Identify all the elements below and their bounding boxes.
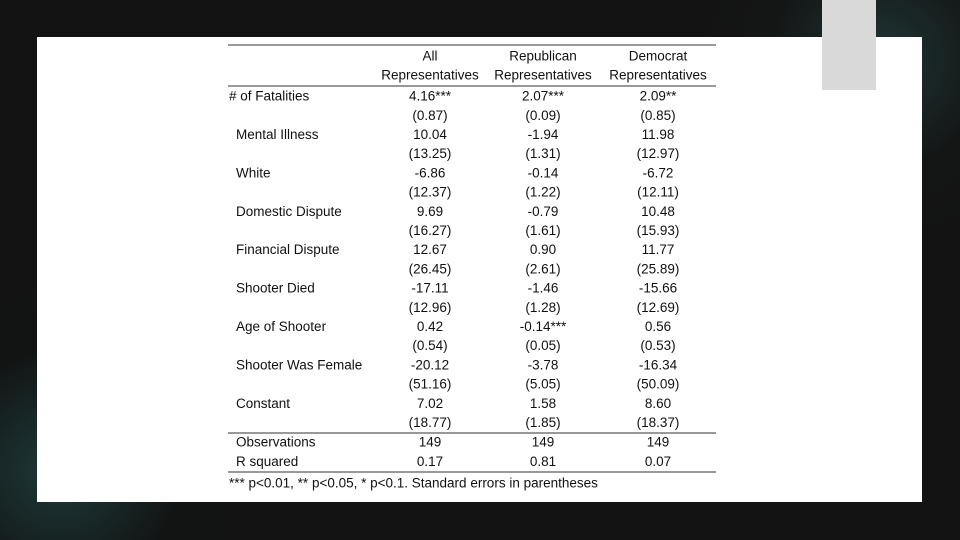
coefficient: 9.69 — [417, 204, 443, 219]
coefficient: -20.12 — [411, 357, 449, 372]
coefficient: -16.34 — [639, 357, 678, 372]
standard-error: (1.61) — [525, 223, 560, 238]
coefficient: -15.66 — [639, 281, 677, 296]
coefficient: 0.56 — [645, 319, 671, 334]
coefficient: 11.77 — [642, 242, 675, 257]
standard-error: (26.45) — [409, 261, 452, 276]
standard-error: (1.31) — [525, 146, 560, 161]
coefficient: 0.90 — [530, 242, 556, 257]
stat-value: 0.07 — [645, 454, 671, 469]
standard-error: (5.05) — [525, 377, 560, 392]
column-header: All — [422, 49, 437, 64]
coefficient: -0.14 — [528, 165, 559, 180]
coefficient: 10.48 — [641, 204, 675, 219]
coefficient: 4.16*** — [409, 89, 452, 104]
row-label: Mental Illness — [236, 127, 319, 142]
standard-error: (0.53) — [640, 338, 675, 353]
standard-error: (1.22) — [525, 185, 560, 200]
coefficient: 1.58 — [530, 396, 556, 411]
coefficient: 2.07*** — [522, 89, 565, 104]
standard-error: (12.11) — [637, 185, 679, 200]
standard-error: (0.09) — [525, 108, 560, 123]
standard-error: (18.37) — [637, 415, 680, 430]
stat-label: R squared — [236, 454, 298, 469]
coefficient: -1.94 — [528, 127, 559, 142]
coefficient: 10.04 — [413, 127, 447, 142]
column-header: Representatives — [381, 68, 479, 83]
standard-error: (12.96) — [409, 300, 452, 315]
standard-error: (0.05) — [525, 338, 560, 353]
standard-error: (12.97) — [637, 146, 680, 161]
row-label: Age of Shooter — [236, 319, 327, 334]
corner-tab — [822, 0, 876, 90]
row-label: # of Fatalities — [229, 89, 310, 104]
row-label: Shooter Died — [236, 281, 315, 296]
panel — [37, 37, 922, 502]
coefficient: -17.11 — [411, 281, 448, 296]
coefficient: -1.46 — [528, 281, 559, 296]
coefficient: -0.14*** — [520, 319, 567, 334]
footnote: *** p<0.01, ** p<0.05, * p<0.1. Standard… — [229, 476, 598, 491]
row-label: Shooter Was Female — [236, 357, 362, 372]
row-label: Domestic Dispute — [236, 204, 342, 219]
standard-error: (25.89) — [637, 261, 680, 276]
stat-value: 0.81 — [530, 454, 556, 469]
stat-value: 0.17 — [417, 454, 443, 469]
standard-error: (1.85) — [525, 415, 560, 430]
row-label: White — [236, 165, 271, 180]
coefficient: 11.98 — [642, 127, 675, 142]
row-label: Constant — [236, 396, 290, 411]
stat-value: 149 — [532, 435, 555, 450]
coefficient: 12.67 — [413, 242, 447, 257]
stat-value: 149 — [647, 435, 670, 450]
standard-error: (0.54) — [412, 338, 447, 353]
stat-value: 149 — [419, 435, 442, 450]
coefficient: 2.09** — [640, 89, 678, 104]
standard-error: (51.16) — [409, 377, 452, 392]
coefficient: 7.02 — [417, 396, 443, 411]
standard-error: (50.09) — [637, 377, 680, 392]
column-header: Representatives — [494, 68, 592, 83]
column-header: Democrat — [629, 49, 688, 64]
standard-error: (15.93) — [637, 223, 680, 238]
standard-error: (2.61) — [525, 261, 560, 276]
column-header: Representatives — [609, 68, 707, 83]
coefficient: 0.42 — [417, 319, 443, 334]
coefficient: -3.78 — [528, 357, 559, 372]
standard-error: (18.77) — [409, 415, 452, 430]
coefficient: -0.79 — [528, 204, 559, 219]
standard-error: (13.25) — [409, 146, 452, 161]
standard-error: (0.87) — [412, 108, 447, 123]
standard-error: (0.85) — [640, 108, 675, 123]
standard-error: (1.28) — [525, 300, 560, 315]
coefficient: -6.72 — [643, 165, 674, 180]
coefficient: 8.60 — [645, 396, 671, 411]
coefficient: -6.86 — [415, 165, 446, 180]
column-header: Republican — [509, 49, 577, 64]
standard-error: (12.69) — [637, 300, 680, 315]
standard-error: (16.27) — [409, 223, 452, 238]
standard-error: (12.37) — [409, 185, 452, 200]
stat-label: Observations — [236, 435, 316, 450]
row-label: Financial Dispute — [236, 242, 340, 257]
